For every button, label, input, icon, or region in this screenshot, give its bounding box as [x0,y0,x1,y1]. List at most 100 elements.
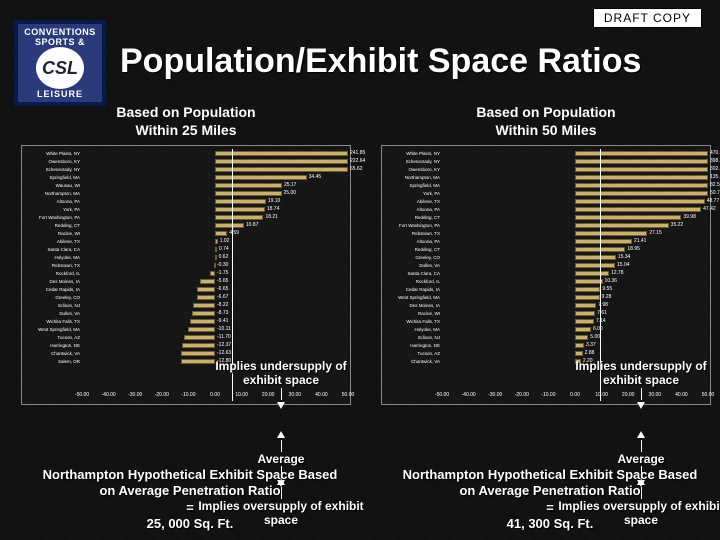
row-value: 18.21 [265,214,278,221]
row-value: 135.08 [710,174,720,181]
x-tick: -40.00 [462,392,476,398]
row-label: West Springfield, MA [384,294,442,301]
chart-row: Des Moines, IA-5.65 [82,278,346,285]
chart-row: Fort Washington, PA18.21 [82,214,346,221]
row-bar [215,239,218,244]
row-label: Abilene, TX [24,238,82,245]
chart-row: Greeley, CO-6.67 [82,294,346,301]
x-tick: -30.00 [488,392,502,398]
row-bar [575,199,705,204]
chart-row: Robstown, TX-0.30 [82,262,346,269]
chart-row: Racine, WI7.61 [442,310,706,317]
row-value: 10.36 [605,278,618,285]
row-label: Harrington, DE [384,342,442,349]
row-bar [575,287,600,292]
chart-row: Des Moines, IA7.98 [442,302,706,309]
right-heading: Based on PopulationWithin 50 Miles [376,104,716,139]
row-value: 25.00 [284,190,297,197]
row-label: Fort Washington, PA [384,222,442,229]
row-label: Des Moines, IA [24,278,82,285]
row-value: 0.62 [219,254,229,261]
row-bar [215,215,263,220]
chart-row: Holyoke, MA6.00 [442,326,706,333]
chart-row: Cedar Rapids, IA9.55 [442,286,706,293]
row-label: Fort Washington, PA [24,214,82,221]
row-bar [215,151,348,156]
chart-row: Chantwick, VA-12.63 [82,350,346,357]
chart-row: Cedar Rapids, IA-6.65 [82,286,346,293]
row-label: Harrington, DE [24,342,82,349]
row-value: 7.61 [597,310,607,317]
row-label: Northampton, MA [384,174,442,181]
chart-row: Rockford, IL10.36 [442,278,706,285]
chart-row: Altoona, PA21.41 [442,238,706,245]
row-label: Edison, NJ [384,334,442,341]
chart-row: Owensboro, KY222.64 [82,158,346,165]
row-value: 39.98 [683,214,696,221]
row-label: Tucson, AZ [24,334,82,341]
row-label: Edison, NJ [24,302,82,309]
chart-row: Redding, CT10.87 [82,222,346,229]
row-value: -1.75 [217,270,228,277]
row-label: Wausau, WI [24,182,82,189]
row-label: Redding, CT [384,246,442,253]
row-label: Altoona, PA [24,198,82,205]
row-bar [197,295,215,300]
row-value: 222.64 [350,158,365,165]
row-label: Rockford, IL [384,278,442,285]
row-bar [215,159,348,164]
left-heading: Based on PopulationWithin 25 Miles [16,104,356,139]
logo-line-1: CONVENTIONSSPORTS & [20,27,100,47]
chart-row: Northampton, MA135.08 [442,174,706,181]
chart-row: Altoona, PA19.10 [82,198,346,205]
row-value: 27.15 [649,230,662,237]
chart-row: Harrington, DE-12.37 [82,342,346,349]
logo-center: CSL [36,47,84,89]
row-label: Des Moines, IA [384,302,442,309]
row-bar [575,215,681,220]
chart-row: Springfield, MA34.45 [82,174,346,181]
chart-row: Tucson, AZ-11.70 [82,334,346,341]
row-value: 0.74 [219,246,229,253]
row-bar [181,351,215,356]
row-value: 470.08 [710,150,720,157]
x-tick: -20.00 [515,392,529,398]
row-bar [215,175,307,180]
row-bar [575,151,708,156]
chart-row: Fort Washington, PA35.22 [442,222,706,229]
row-label: York, PA [24,206,82,213]
row-bar [215,183,282,188]
row-value: 19.10 [268,198,281,205]
row-bar [210,271,215,276]
row-bar [197,287,215,292]
row-value: 82.59 [710,182,720,189]
row-value: 25.17 [284,182,297,189]
row-label: Robstown, TX [24,262,82,269]
csl-logo: CONVENTIONSSPORTS & CSL LEISURE [14,20,106,106]
row-label: Redding, CT [24,222,82,229]
chart-row: Abilene, TX1.02 [82,238,346,245]
row-value: 15.04 [617,262,630,269]
row-value: -12.63 [217,350,231,357]
row-bar [192,311,215,316]
chart-row: White Plains, NY241.85 [82,150,346,157]
row-label: Chantwick, VA [384,358,442,365]
row-label: Springfield, MA [384,182,442,189]
row-bar [575,327,591,332]
row-bar [575,295,600,300]
row-value: 48.77 [707,198,720,205]
logo-line-3: LEISURE [20,89,100,99]
row-bar [215,207,265,212]
row-bar [200,279,215,284]
row-label: Owensboro, KY [24,158,82,165]
chart-row: Santa Clara, CA12.78 [442,270,706,277]
row-bar [215,167,348,172]
row-label: Santa Clara, CA [24,246,82,253]
row-label: Wichita Falls, TX [24,318,82,325]
row-label: Cedar Rapids, IA [24,286,82,293]
row-value: -12.37 [217,342,231,349]
x-tick: -10.00 [181,392,195,398]
row-bar [215,255,217,260]
row-bar [575,343,584,348]
chart-row: Edison, NJ5.00 [442,334,706,341]
